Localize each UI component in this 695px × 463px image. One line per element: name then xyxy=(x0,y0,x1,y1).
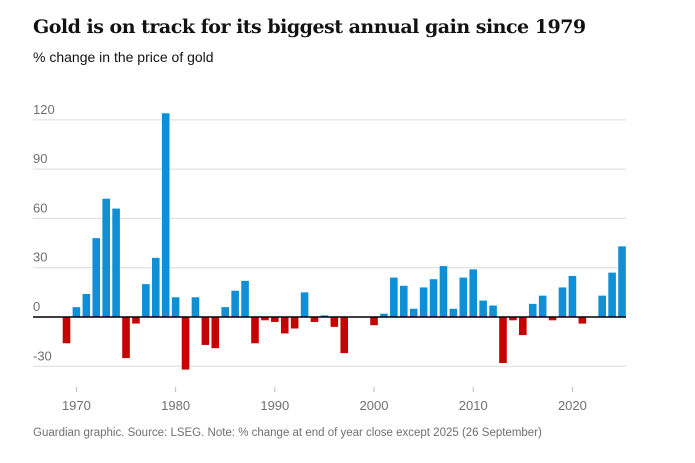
bar-1990 xyxy=(271,317,279,322)
bar-1980 xyxy=(171,297,180,317)
bar-1978 xyxy=(151,257,160,317)
x-tick-label: 2010 xyxy=(459,398,488,413)
y-tick-label: 60 xyxy=(33,200,47,215)
y-tick-label: 120 xyxy=(33,102,55,117)
bar-1974 xyxy=(112,208,120,317)
bar-1995 xyxy=(320,315,329,317)
bar-1989 xyxy=(261,317,269,321)
y-tick-label: 90 xyxy=(33,151,47,166)
bar-2003 xyxy=(399,285,408,317)
x-tick-label: 2020 xyxy=(558,398,587,413)
bar-2013 xyxy=(499,317,507,364)
bar-2000 xyxy=(370,317,378,326)
bar-1971 xyxy=(82,293,91,317)
bar-1993 xyxy=(300,292,309,317)
chart-subtitle: % change in the price of gold xyxy=(33,49,214,65)
x-tick-label: 1980 xyxy=(161,398,190,413)
bar-1984 xyxy=(211,317,220,349)
bar-1986 xyxy=(231,290,239,317)
bar-1969 xyxy=(62,317,71,344)
bar-1994 xyxy=(310,317,319,322)
bar-1991 xyxy=(280,317,289,334)
y-tick-label: 30 xyxy=(33,250,47,265)
bar-1982 xyxy=(191,297,200,317)
bar-1973 xyxy=(102,198,110,317)
bar-1985 xyxy=(221,307,230,317)
y-tick-label: 0 xyxy=(33,299,40,314)
bar-1997 xyxy=(340,317,349,354)
bar-2018 xyxy=(548,317,557,321)
x-tick-label: 2000 xyxy=(360,398,389,413)
bar-1988 xyxy=(251,317,259,344)
bar-2004 xyxy=(409,308,418,317)
bar-1992 xyxy=(290,317,299,329)
bar-1979 xyxy=(161,113,170,317)
bar-2016 xyxy=(528,303,537,317)
bar-2015 xyxy=(519,317,527,336)
bar-1977 xyxy=(142,284,150,317)
bar-2008 xyxy=(449,308,458,317)
bar-2007 xyxy=(439,266,448,317)
bar-2002 xyxy=(390,277,398,317)
bar-2017 xyxy=(538,295,547,317)
bar-2023 xyxy=(598,295,606,317)
bar-2005 xyxy=(419,287,428,317)
bar-2024 xyxy=(608,272,616,317)
bar-2014 xyxy=(509,317,517,321)
bar-2010 xyxy=(469,269,478,317)
bar-1996 xyxy=(330,317,339,327)
bar-1975 xyxy=(122,317,130,359)
bar-1987 xyxy=(241,280,249,317)
bar-2021 xyxy=(578,317,587,324)
bar-2020 xyxy=(568,275,577,317)
bar-2019 xyxy=(558,287,567,317)
bar-1976 xyxy=(132,317,140,324)
x-tick-label: 1970 xyxy=(62,398,91,413)
bar-2006 xyxy=(429,279,438,317)
bar-1970 xyxy=(72,307,81,317)
chart-title: Gold is on track for its biggest annual … xyxy=(33,16,586,38)
source-note: Guardian graphic. Source: LSEG. Note: % … xyxy=(33,427,542,439)
x-tick-label: 1990 xyxy=(260,398,289,413)
bar-2009 xyxy=(459,277,468,317)
bar-2011 xyxy=(479,300,487,317)
bar-2012 xyxy=(489,305,497,317)
y-tick-label: -30 xyxy=(33,348,52,363)
bar-1972 xyxy=(92,238,101,317)
bar-1981 xyxy=(181,317,190,370)
bar-2025 xyxy=(618,246,626,317)
bar-1983 xyxy=(201,317,210,345)
bar-2001 xyxy=(380,313,388,317)
